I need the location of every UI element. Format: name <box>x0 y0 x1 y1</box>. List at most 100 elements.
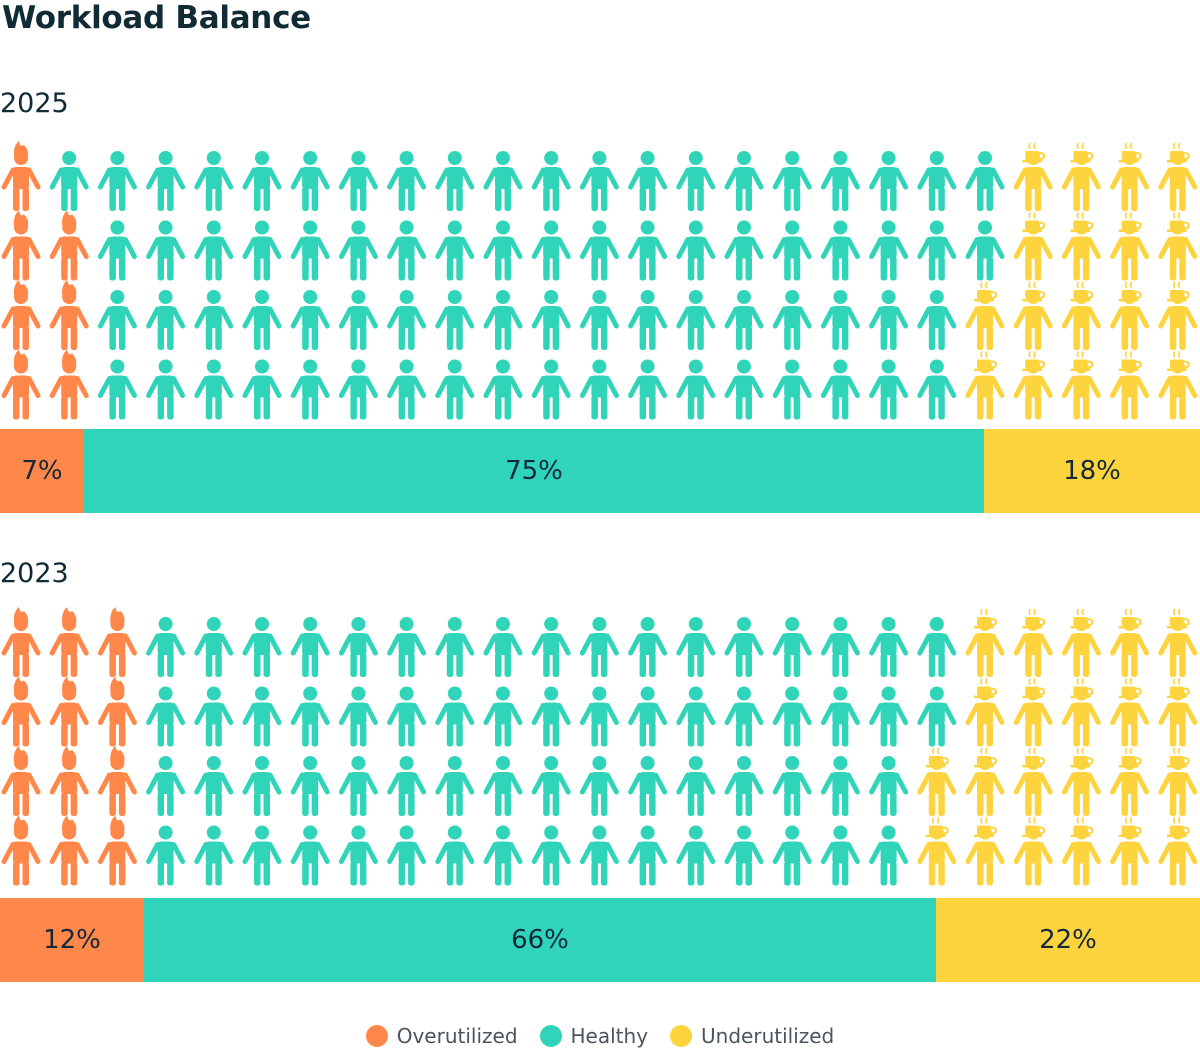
person-icon-underutilized <box>1013 142 1053 211</box>
person-icon-healthy <box>97 290 137 350</box>
person-icon-healthy <box>579 756 619 816</box>
person-icon-healthy <box>628 151 668 211</box>
person-icon-healthy <box>820 617 860 677</box>
person-icon-healthy <box>242 151 282 211</box>
person-icon-healthy <box>531 756 571 816</box>
person-icon-overutilized <box>1 280 41 350</box>
person-icon-healthy <box>97 359 137 420</box>
person-icon-healthy <box>676 220 716 281</box>
person-icon-healthy <box>483 220 523 281</box>
bar-segment-healthy: 66% <box>144 898 936 982</box>
person-icon-healthy <box>917 220 957 281</box>
person-icon-healthy <box>483 825 523 886</box>
person-icon-healthy <box>338 617 378 677</box>
person-icon-healthy <box>146 756 186 816</box>
person-icon-overutilized <box>49 280 89 350</box>
person-icon-underutilized <box>1158 281 1198 350</box>
panel-year-2025: 2025 <box>0 88 69 119</box>
person-icon-underutilized <box>1158 608 1198 677</box>
person-icon-healthy <box>338 825 378 886</box>
person-icon-healthy <box>338 686 378 747</box>
person-icon-underutilized <box>965 678 1005 747</box>
person-icon-underutilized <box>1110 817 1150 886</box>
person-icon-underutilized <box>1013 747 1053 816</box>
person-icon-healthy <box>676 756 716 816</box>
person-icon-healthy <box>435 617 475 677</box>
person-icon-healthy <box>338 220 378 281</box>
person-icon-overutilized <box>49 210 89 281</box>
person-icon-healthy <box>290 290 330 350</box>
person-icon-overutilized <box>1 746 41 816</box>
person-icon-healthy <box>772 756 812 816</box>
person-icon-healthy <box>194 151 234 211</box>
stacked-bar-2023: 12% 66% 22% <box>0 898 1200 982</box>
person-icon-healthy <box>820 686 860 747</box>
legend-item-overutilized: Overutilized <box>365 1024 518 1048</box>
legend-label-underutilized: Underutilized <box>701 1024 835 1048</box>
person-icon-underutilized <box>965 281 1005 350</box>
person-icon-healthy <box>820 756 860 816</box>
person-icon-healthy <box>194 756 234 816</box>
person-icon-healthy <box>724 686 764 747</box>
person-icon-healthy <box>435 220 475 281</box>
person-icon-healthy <box>146 617 186 677</box>
person-icon-healthy <box>531 220 571 281</box>
person-icon-healthy <box>676 686 716 747</box>
legend-dot-healthy <box>539 1025 562 1047</box>
person-icon-healthy <box>338 151 378 211</box>
person-icon-healthy <box>290 756 330 816</box>
person-icon-healthy <box>917 151 957 211</box>
person-icon-underutilized <box>1158 142 1198 211</box>
person-icon-healthy <box>290 151 330 211</box>
person-icon-healthy <box>579 359 619 420</box>
person-icon-healthy <box>869 825 909 886</box>
person-icon-overutilized <box>97 746 137 816</box>
person-icon-overutilized <box>49 746 89 816</box>
person-icon-healthy <box>146 220 186 281</box>
person-icon-healthy <box>676 617 716 677</box>
person-icon-healthy <box>242 756 282 816</box>
person-icon-underutilized <box>1158 212 1198 281</box>
person-icon-healthy <box>820 151 860 211</box>
person-icon-healthy <box>917 686 957 747</box>
person-icon-underutilized <box>1110 351 1150 420</box>
person-icon-healthy <box>242 220 282 281</box>
person-icon-healthy <box>531 290 571 350</box>
person-icon-healthy <box>724 756 764 816</box>
person-icon-healthy <box>531 151 571 211</box>
person-icon-overutilized <box>49 676 89 747</box>
person-icon-healthy <box>628 756 668 816</box>
person-icon-healthy <box>387 825 427 886</box>
person-icon-underutilized <box>1013 351 1053 420</box>
person-icon-underutilized <box>1158 747 1198 816</box>
person-icon-underutilized <box>1110 281 1150 350</box>
person-icon-healthy <box>579 617 619 677</box>
panel-year-2023: 2023 <box>0 558 69 589</box>
person-icon-healthy <box>146 686 186 747</box>
stacked-bar-2025: 7% 75% 18% <box>0 429 1200 513</box>
person-icon-healthy <box>387 151 427 211</box>
person-icon-healthy <box>146 359 186 420</box>
person-icon-healthy <box>628 220 668 281</box>
person-icon-healthy <box>290 686 330 747</box>
person-icon-healthy <box>435 290 475 350</box>
person-icon-healthy <box>724 220 764 281</box>
person-icon-healthy <box>869 151 909 211</box>
person-icon-healthy <box>483 686 523 747</box>
bar-segment-healthy: 75% <box>84 429 984 513</box>
person-icon-healthy <box>724 151 764 211</box>
person-icon-healthy <box>290 617 330 677</box>
person-icon-underutilized <box>1061 212 1101 281</box>
person-icon-healthy <box>242 290 282 350</box>
person-icon-underutilized <box>1110 747 1150 816</box>
person-icon-underutilized <box>1061 817 1101 886</box>
person-icon-underutilized <box>1013 817 1053 886</box>
person-icon-healthy <box>531 617 571 677</box>
person-icon-healthy <box>194 686 234 747</box>
person-icon-healthy <box>820 220 860 281</box>
person-icon-healthy <box>435 686 475 747</box>
person-icon-healthy <box>869 617 909 677</box>
person-icon-underutilized <box>965 817 1005 886</box>
person-icon-underutilized <box>1158 678 1198 747</box>
person-icon-healthy <box>97 151 137 211</box>
